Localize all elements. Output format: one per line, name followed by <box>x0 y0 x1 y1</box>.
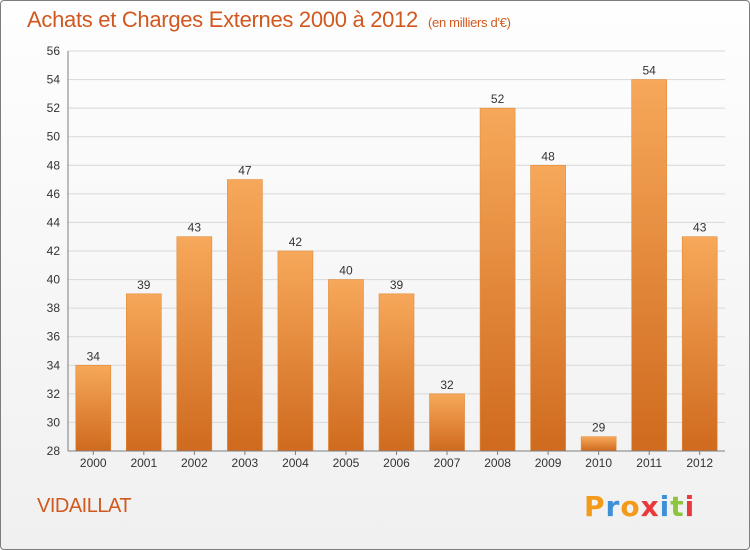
y-tick-label: 38 <box>47 301 61 315</box>
data-label: 47 <box>238 164 252 178</box>
labels: 28 30 32 34 36 38 40 42 44 46 48 50 52 54 56 34 2000 39 20… <box>47 44 714 470</box>
chart-title: Achats et Charges Externes 2000 à 2012 (e… <box>27 7 511 33</box>
data-label: 32 <box>440 378 454 392</box>
data-label: 43 <box>188 221 202 235</box>
bar <box>176 236 213 452</box>
data-label: 34 <box>87 349 101 363</box>
logo-letter: r <box>605 490 621 523</box>
y-tick-label: 56 <box>47 44 61 58</box>
bar <box>631 79 667 452</box>
chart-title-text: Achats et Charges Externes 2000 à 2012 <box>27 7 418 32</box>
y-tick-label: 30 <box>47 415 61 429</box>
proxiti-logo: Proxiti <box>584 490 695 523</box>
y-tick-label: 36 <box>47 330 61 344</box>
y-tick-label: 48 <box>47 158 61 172</box>
logo-letter: x <box>640 490 660 523</box>
chart-unit: (en milliers d'€) <box>427 15 511 30</box>
data-label: 42 <box>289 235 303 249</box>
bar <box>681 236 718 452</box>
data-label: 40 <box>339 264 353 278</box>
y-tick-label: 34 <box>47 358 61 372</box>
x-tick-label: 2003 <box>232 456 259 470</box>
data-label: 43 <box>693 221 707 235</box>
logo-letter: o <box>620 490 641 523</box>
y-tick-label: 32 <box>47 387 61 401</box>
axes <box>67 51 725 455</box>
bar <box>227 179 263 452</box>
x-tick-label: 2001 <box>130 456 157 470</box>
x-tick-label: 2009 <box>535 456 562 470</box>
bar <box>530 164 566 452</box>
bar <box>328 279 364 452</box>
logo-letter: P <box>584 490 606 523</box>
bar <box>75 364 112 452</box>
bar <box>277 250 314 452</box>
data-label: 39 <box>390 278 404 292</box>
bar <box>479 107 516 452</box>
data-label: 54 <box>643 64 657 78</box>
x-tick-label: 2007 <box>434 456 461 470</box>
x-tick-label: 2002 <box>181 456 208 470</box>
y-tick-label: 50 <box>47 130 61 144</box>
logo-letter: i <box>684 490 696 523</box>
place-name: VIDAILLAT <box>37 495 132 517</box>
x-tick-label: 2012 <box>686 456 713 470</box>
y-tick-label: 52 <box>47 101 61 115</box>
bars <box>75 79 718 452</box>
x-tick-label: 2005 <box>333 456 360 470</box>
bar <box>378 293 415 452</box>
x-tick-label: 2008 <box>484 456 511 470</box>
logo-letter: t <box>670 490 685 523</box>
y-tick-label: 46 <box>47 187 61 201</box>
data-label: 48 <box>541 149 555 163</box>
y-tick-label: 42 <box>47 244 61 258</box>
data-label: 39 <box>137 278 151 292</box>
x-tick-label: 2006 <box>383 456 410 470</box>
bar <box>429 393 465 452</box>
y-tick-label: 28 <box>47 444 61 458</box>
y-tick-label: 40 <box>47 273 61 287</box>
bar <box>126 293 162 452</box>
x-tick-label: 2011 <box>636 456 662 470</box>
bar <box>580 436 617 452</box>
y-tick-label: 54 <box>47 73 61 87</box>
x-tick-label: 2004 <box>282 456 309 470</box>
data-label: 29 <box>592 421 606 435</box>
x-tick-label: 2000 <box>80 456 107 470</box>
data-label: 52 <box>491 92 505 106</box>
y-tick-label: 44 <box>47 215 61 229</box>
logo-letter: i <box>659 490 671 523</box>
x-tick-label: 2010 <box>585 456 612 470</box>
